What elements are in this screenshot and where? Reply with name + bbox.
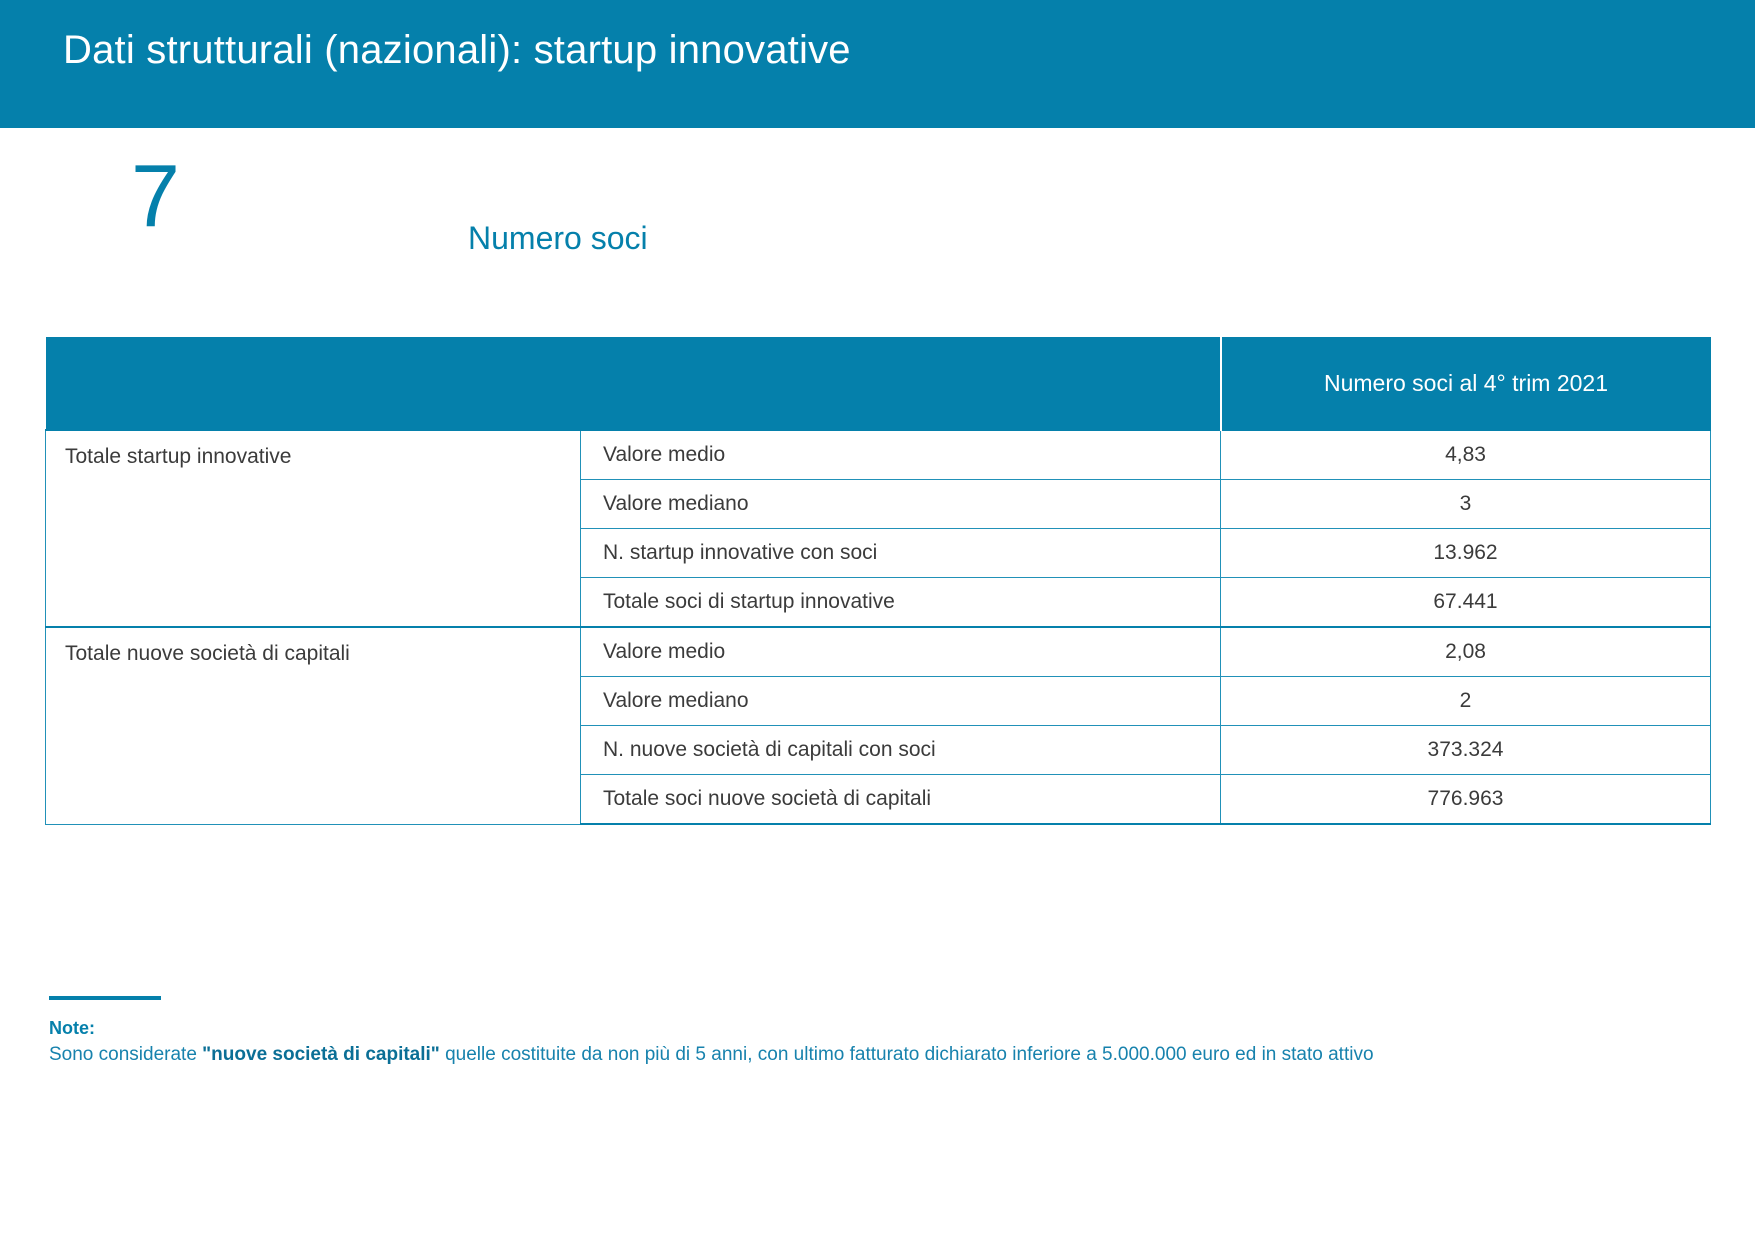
note-text: Sono considerate "nuove società di capit…	[49, 1044, 1549, 1066]
data-table-container: Numero soci al 4° trim 2021 Totale start…	[45, 337, 1711, 825]
note-label: Note:	[49, 1018, 95, 1038]
group-label-nuove-societa: Totale nuove società di capitali	[45, 626, 581, 825]
metric-value: 776.963	[1220, 774, 1711, 825]
table-row: Totale nuove società di capitali Valore …	[45, 626, 1711, 825]
metric-label: N. startup innovative con soci	[580, 528, 1221, 578]
metric-label: Totale soci nuove società di capitali	[580, 774, 1221, 825]
slide-number: 7	[131, 146, 180, 245]
section-subtitle: Numero soci	[468, 220, 648, 256]
note-text-after: quelle costituite da non più di 5 anni, …	[439, 1044, 1374, 1065]
note-text-before: Sono considerate	[49, 1044, 203, 1065]
metric-value: 2,08	[1220, 626, 1711, 677]
table-header-value: Numero soci al 4° trim 2021	[1220, 337, 1711, 430]
table-row: Valore mediano 3	[46, 479, 1711, 529]
table-row: Totale soci di startup innovative 67.441	[46, 577, 1711, 628]
metric-label: Valore mediano	[580, 479, 1221, 529]
soci-table: Numero soci al 4° trim 2021 Totale start…	[45, 337, 1711, 825]
metric-value: 4,83	[1220, 429, 1711, 480]
note-block: Note: Sono considerate "nuove società di…	[49, 996, 1549, 1066]
note-text-highlight: "nuove società di capitali"	[202, 1044, 440, 1065]
metric-label: Valore medio	[580, 429, 1221, 480]
metric-label: Valore medio	[580, 626, 1221, 677]
metric-value: 13.962	[1220, 528, 1711, 578]
metric-value: 3	[1220, 479, 1711, 529]
metric-label: Valore mediano	[580, 676, 1221, 726]
metric-label: N. nuove società di capitali con soci	[580, 725, 1221, 775]
group-label-startup: Totale startup innovative	[45, 429, 581, 628]
metric-value: 2	[1220, 676, 1711, 726]
table-header-blank	[45, 337, 1222, 430]
metric-value: 67.441	[1220, 577, 1711, 628]
note-divider	[49, 996, 161, 1000]
table-row: Valore mediano 2	[46, 676, 1711, 726]
metric-value: 373.324	[1220, 725, 1711, 775]
page-title: Dati strutturali (nazionali): startup in…	[63, 28, 851, 72]
top-banner: Dati strutturali (nazionali): startup in…	[0, 0, 1755, 128]
table-row: Totale startup innovative Valore medio 4…	[45, 429, 1711, 628]
table-row: N. startup innovative con soci 13.962	[46, 528, 1711, 578]
table-header-row: Numero soci al 4° trim 2021	[45, 337, 1711, 430]
table-row: N. nuove società di capitali con soci 37…	[46, 725, 1711, 775]
table-row: Totale soci nuove società di capitali 77…	[46, 774, 1711, 825]
metric-label: Totale soci di startup innovative	[580, 577, 1221, 628]
